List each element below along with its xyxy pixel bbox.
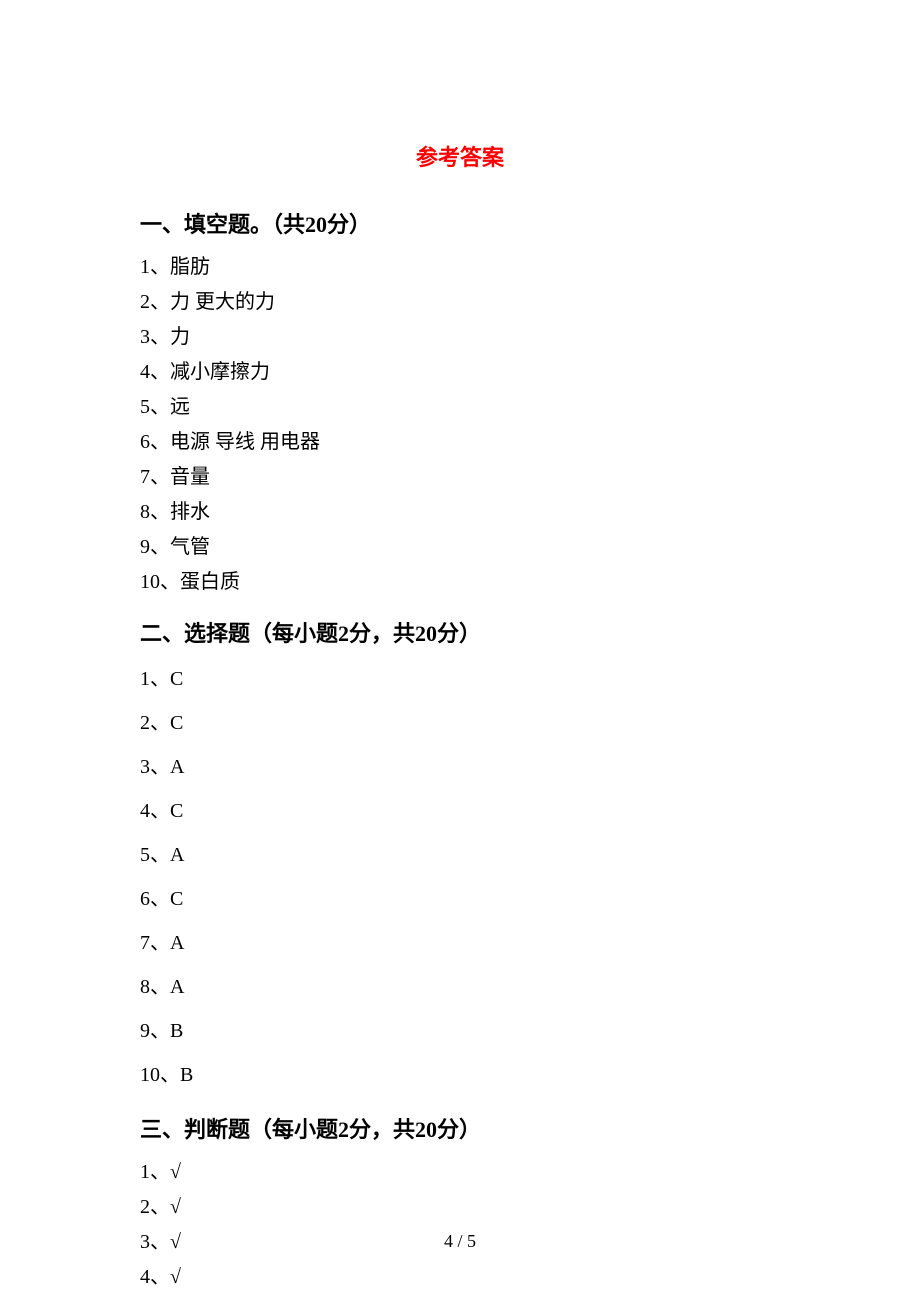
section2-item: 9、B	[140, 1012, 780, 1050]
page-number: 4 / 5	[0, 1231, 920, 1252]
section2-item: 4、C	[140, 792, 780, 830]
section2-heading: 二、选择题（每小题2分，共20分）	[140, 616, 780, 648]
page-title: 参考答案	[140, 140, 780, 172]
section1-item: 4、减小摩擦力	[140, 356, 780, 388]
section3-item: 4、√	[140, 1261, 780, 1293]
section3-item: 2、√	[140, 1191, 780, 1223]
section2-item: 10、B	[140, 1056, 780, 1094]
section1-heading: 一、填空题。（共20分）	[140, 207, 780, 239]
section2-item: 1、C	[140, 660, 780, 698]
section1-item: 3、力	[140, 321, 780, 353]
section1-item: 2、力 更大的力	[140, 286, 780, 318]
section3-heading: 三、判断题（每小题2分，共20分）	[140, 1112, 780, 1144]
section1-item: 5、远	[140, 391, 780, 423]
section1-item: 9、气管	[140, 531, 780, 563]
section1-item: 7、音量	[140, 461, 780, 493]
section1-item: 6、电源 导线 用电器	[140, 426, 780, 458]
section1-item: 10、蛋白质	[140, 566, 780, 598]
section3-item: 1、√	[140, 1156, 780, 1188]
section1-item: 1、脂肪	[140, 251, 780, 283]
section2-item: 8、A	[140, 968, 780, 1006]
section2-item: 5、A	[140, 836, 780, 874]
section2-item: 2、C	[140, 704, 780, 742]
section2-item: 3、A	[140, 748, 780, 786]
section1-item: 8、排水	[140, 496, 780, 528]
section2-item: 6、C	[140, 880, 780, 918]
section2-item: 7、A	[140, 924, 780, 962]
